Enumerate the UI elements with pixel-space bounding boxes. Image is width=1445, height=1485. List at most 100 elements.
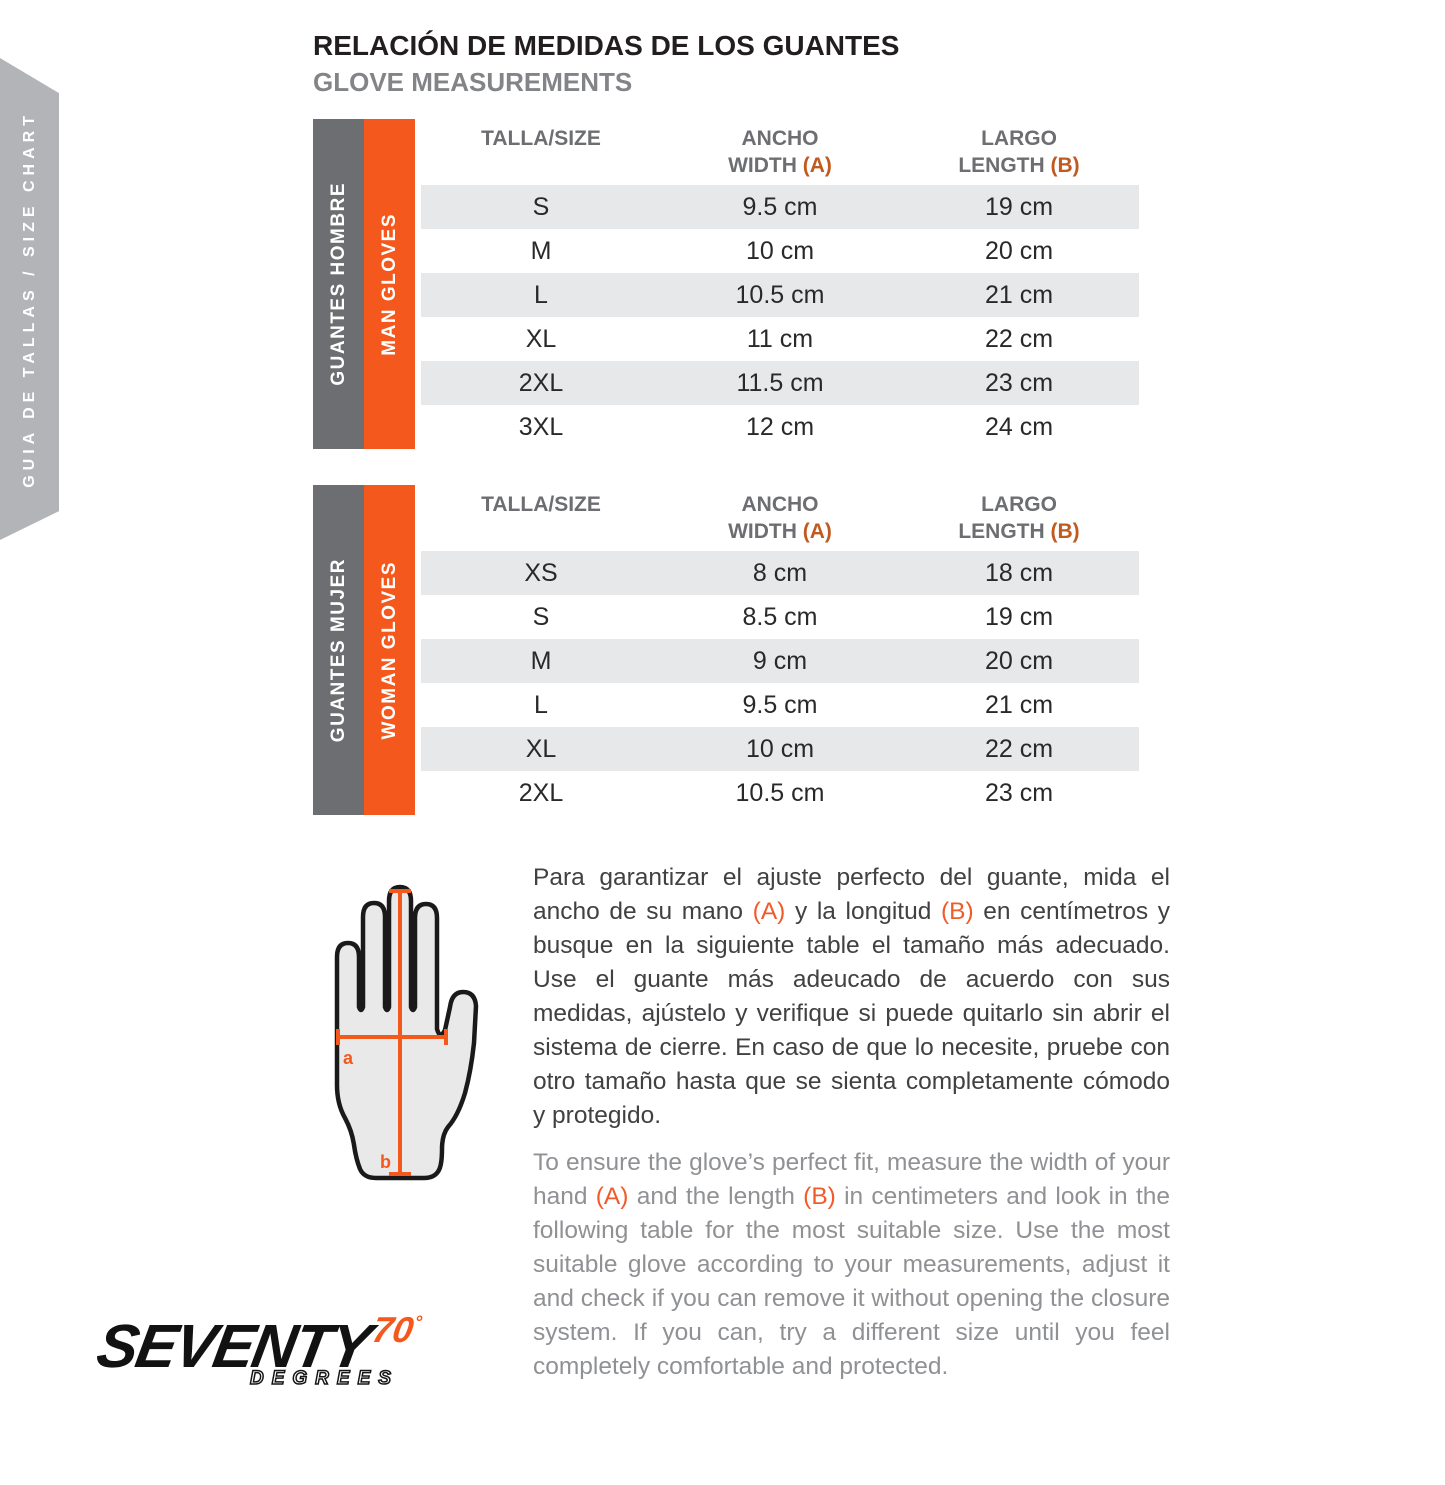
table-row: 2XL 10.5 cm 23 cm [421,771,1139,815]
instructions-text: Para garantizar el ajuste perfecto del g… [533,861,1170,1384]
cell-length: 23 cm [984,369,1054,397]
cell-width: 10 cm [745,735,815,763]
text-segment: Para garantizar el ajuste perfecto del g… [533,864,1170,925]
column-header-length-es: LARGO [981,493,1057,516]
woman-table-english-label: WOMAN GLOVES [378,560,400,740]
cell-size: L [534,281,548,309]
cell-size: 3XL [518,413,564,441]
cell-size: S [532,193,550,221]
column-header-width: ANCHO WIDTH (A) [661,125,899,185]
woman-table-header-row: TALLA/SIZE ANCHO WIDTH (A) LARGO LENGTH … [421,485,1139,551]
cell-size: L [534,691,548,719]
cell-size: XL [525,325,557,353]
woman-gloves-table: GUANTES MUJER WOMAN GLOVES TALLA/SIZE AN… [313,485,1173,815]
logo-70-degrees-mark: 70° [369,1309,423,1350]
page-title: RELACIÓN DE MEDIDAS DE LOS GUANTES [313,30,900,61]
table-row: L 9.5 cm 21 cm [421,683,1139,727]
cell-width: 9 cm [752,647,808,675]
logo-degrees-text: DEGREES [249,1367,399,1390]
cell-length: 20 cm [984,237,1054,265]
text-segment: (B) [1050,154,1080,177]
column-header-width-es: ANCHO [741,493,819,516]
man-table-spanish-label: GUANTES HOMBRE [327,182,349,386]
main-content: RELACIÓN DE MEDIDAS DE LOS GUANTES GLOVE… [313,30,1173,1384]
text-segment: (A) [802,154,832,177]
woman-table-grid: TALLA/SIZE ANCHO WIDTH (A) LARGO LENGTH … [421,485,1139,815]
cell-width: 11.5 cm [736,369,824,397]
column-header-width: ANCHO WIDTH (A) [661,491,899,551]
table-row: 2XL 11.5 cm 23 cm [421,361,1139,405]
cell-width: 9.5 cm [742,193,818,221]
cell-length: 20 cm [984,647,1054,675]
text-segment: (B) [940,898,974,925]
length-measure-line [389,889,411,1176]
cell-width: 11 cm [746,325,814,353]
text-segment: (B) [1050,520,1080,543]
cell-size: XL [525,735,557,763]
side-tab-label: GUIA DE TALLAS / SIZE CHART [20,110,38,488]
man-gloves-table: GUANTES HOMBRE MAN GLOVES TALLA/SIZE ANC… [313,119,1173,449]
table-row: XS 8 cm 18 cm [421,551,1139,595]
table-row: S 8.5 cm 19 cm [421,595,1139,639]
column-header-length-en: LENGTH (B) [899,152,1139,179]
man-table-header-row: TALLA/SIZE ANCHO WIDTH (A) LARGO LENGTH … [421,119,1139,185]
cell-size: 2XL [518,779,564,807]
cell-width: 12 cm [745,413,815,441]
cell-size: S [532,603,550,631]
cell-size: XS [524,559,558,587]
logo-number: 70 [369,1309,417,1350]
hand-outline [334,884,479,1181]
logo-wordmark: SEVENTY [92,1312,375,1380]
cell-length: 21 cm [984,281,1054,309]
text-segment: LENGTH [958,154,1051,177]
column-header-width-es: ANCHO [741,127,819,150]
table-row: M 9 cm 20 cm [421,639,1139,683]
man-table-grid: TALLA/SIZE ANCHO WIDTH (A) LARGO LENGTH … [421,119,1139,449]
instructions-en: To ensure the glove’s perfect fit, measu… [533,1146,1170,1384]
width-measure-line [336,1029,448,1045]
length-label-b: b [380,1152,391,1172]
cell-width: 10.5 cm [735,281,825,309]
cell-length: 21 cm [984,691,1054,719]
man-table-english-label: MAN GLOVES [378,212,400,356]
cell-size: M [530,237,552,265]
table-row: S 9.5 cm 19 cm [421,185,1139,229]
table-row: 3XL 12 cm 24 cm [421,405,1139,449]
woman-table-spanish-label: GUANTES MUJER [327,557,349,743]
width-label-a: a [343,1048,354,1068]
text-segment: (A) [802,520,832,543]
cell-width: 8.5 cm [742,603,818,631]
man-table-english-bar: MAN GLOVES [364,119,415,449]
woman-table-spanish-bar: GUANTES MUJER [313,485,364,815]
column-header-width-en: WIDTH (A) [661,152,899,179]
cell-width: 10 cm [745,237,815,265]
hand-diagram: a b [300,861,533,1384]
cell-width: 8 cm [752,559,808,587]
table-row: M 10 cm 20 cm [421,229,1139,273]
text-segment: WIDTH [728,520,803,543]
instructions-section: a b Para garantizar el ajuste perfecto d… [313,861,1173,1384]
table-row: XL 10 cm 22 cm [421,727,1139,771]
text-segment: en centímetros y busque en la siguiente … [533,898,1170,1129]
column-header-width-en: WIDTH (A) [661,518,899,545]
woman-table-english-bar: WOMAN GLOVES [364,485,415,815]
column-header-size: TALLA/SIZE [481,127,601,150]
cell-length: 22 cm [984,735,1054,763]
hand-measure-illustration: a b [334,884,479,1181]
cell-length: 22 cm [984,325,1054,353]
text-segment: (A) [595,1183,629,1210]
cell-size: 2XL [518,369,564,397]
seventy-degrees-logo: SEVENTY 70° DEGREES [92,1309,518,1390]
table-row: XL 11 cm 22 cm [421,317,1139,361]
column-header-length-en: LENGTH (B) [899,518,1139,545]
cell-length: 18 cm [984,559,1054,587]
text-segment: To ensure the glove’s perfect fit, measu… [533,1149,1170,1210]
cell-length: 19 cm [984,193,1054,221]
text-segment: (A) [752,898,786,925]
text-segment: WIDTH [728,154,803,177]
cell-length: 24 cm [984,413,1054,441]
man-table-spanish-bar: GUANTES HOMBRE [313,119,364,449]
column-header-length: LARGO LENGTH (B) [899,125,1139,185]
column-header-size: TALLA/SIZE [481,493,601,516]
text-segment: y la longitud [785,898,941,925]
